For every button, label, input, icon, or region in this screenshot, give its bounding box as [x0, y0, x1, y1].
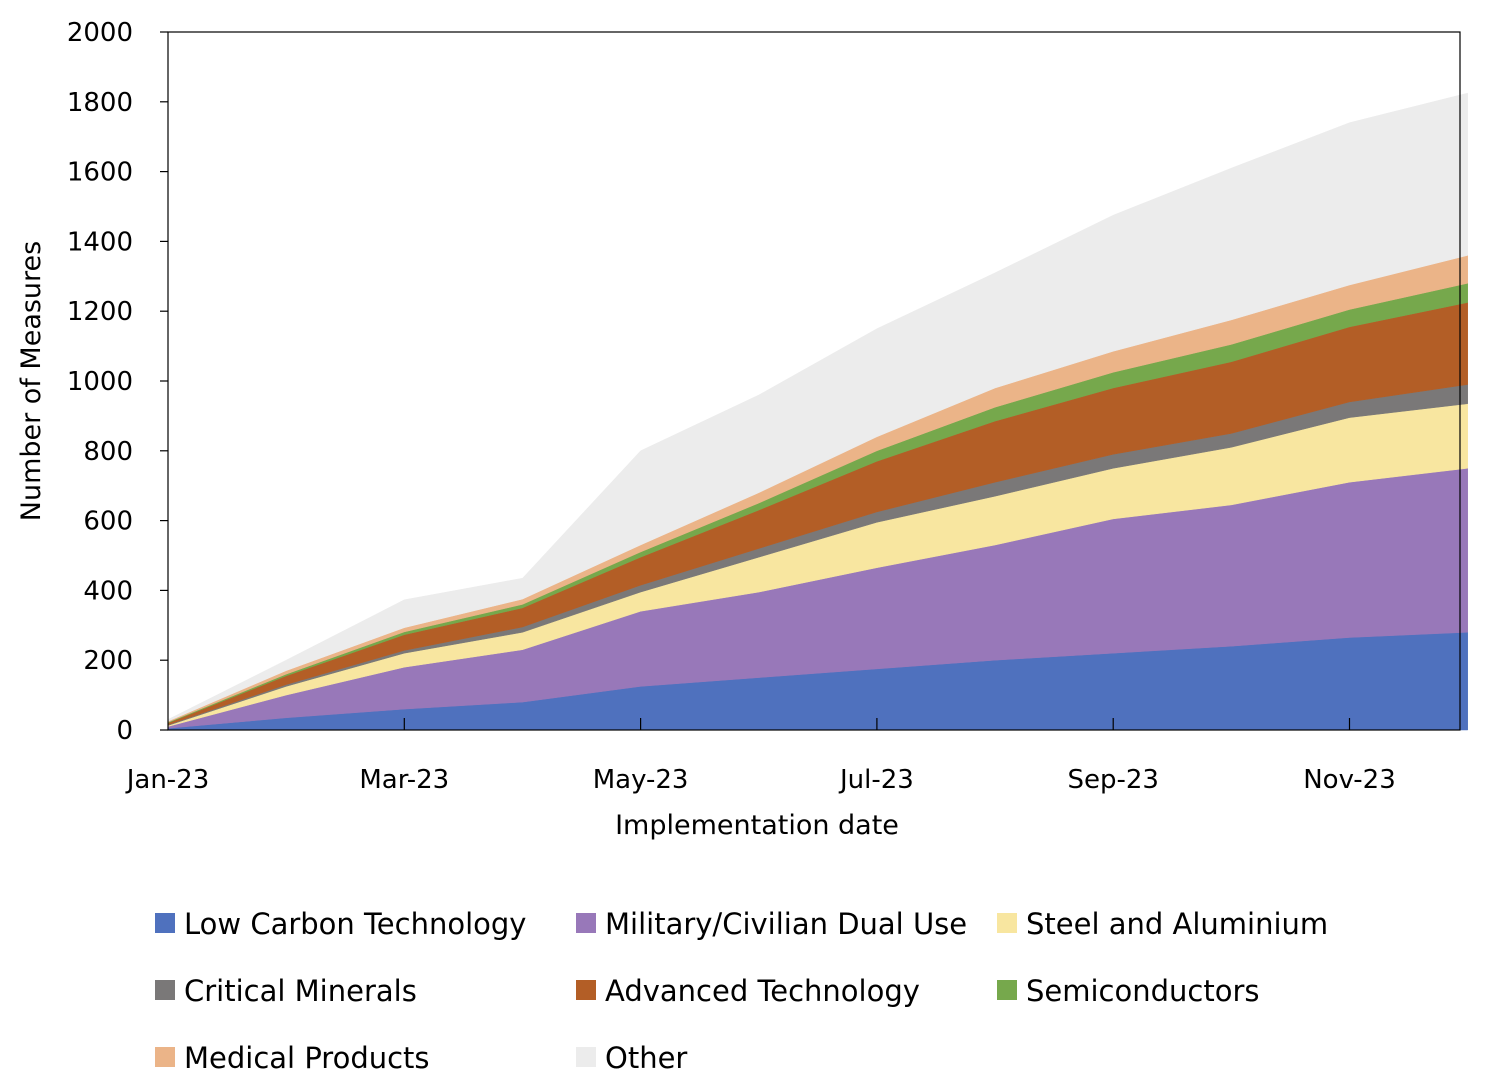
y-tick-label: 1000 — [67, 367, 133, 397]
area-series-other — [167, 92, 1468, 722]
legend-swatch — [997, 913, 1017, 933]
legend-item: Medical Products — [155, 1041, 430, 1075]
legend-item: Critical Minerals — [155, 974, 417, 1008]
legend-label: Medical Products — [184, 1041, 430, 1075]
legend-swatch — [155, 913, 175, 933]
legend-item: Steel and Aluminium — [997, 907, 1328, 941]
y-tick-label: 800 — [83, 437, 133, 467]
legend-label: Military/Civilian Dual Use — [605, 907, 967, 941]
legend: Low Carbon Technology Military/Civilian D… — [155, 907, 1328, 1075]
x-axis-title: Implementation date — [615, 810, 899, 841]
y-tick-label: 400 — [83, 576, 133, 606]
x-tick-label: Jan-23 — [125, 765, 210, 795]
area-layer — [167, 92, 1468, 731]
y-tick-label: 1800 — [67, 88, 133, 118]
legend-label: Low Carbon Technology — [184, 907, 526, 941]
x-tick-label: May-23 — [593, 765, 689, 795]
y-tick-label: 2000 — [67, 18, 133, 48]
legend-swatch — [576, 913, 596, 933]
y-tick-label: 600 — [83, 507, 133, 537]
y-tick-label: 1400 — [67, 227, 133, 257]
y-tick-label: 1600 — [67, 158, 133, 188]
legend-item: Semiconductors — [997, 974, 1260, 1008]
x-tick-label: Nov-23 — [1303, 765, 1396, 795]
y-axis: 0 200 400 600 800 1000 1200 1400 1600 1800 2000 — [67, 18, 168, 746]
x-tick-label: Sep-23 — [1067, 765, 1158, 795]
legend-swatch — [576, 980, 596, 1000]
y-tick-label: 0 — [116, 716, 133, 746]
x-axis: Jan-23 Mar-23 May-23 Jul-23 Sep-23 Nov-23 — [125, 718, 1396, 795]
legend-label: Steel and Aluminium — [1026, 907, 1328, 941]
y-tick-label: 200 — [83, 646, 133, 676]
x-tick-label: Mar-23 — [359, 765, 449, 795]
legend-swatch — [155, 1047, 175, 1067]
legend-item: Military/Civilian Dual Use — [576, 907, 967, 941]
legend-label: Semiconductors — [1026, 974, 1260, 1008]
legend-item: Advanced Technology — [576, 974, 920, 1008]
legend-label: Advanced Technology — [605, 974, 920, 1008]
legend-label: Critical Minerals — [184, 974, 417, 1008]
x-tick-label: Jul-23 — [838, 765, 914, 795]
legend-item: Other — [576, 1041, 687, 1075]
legend-item: Low Carbon Technology — [155, 907, 526, 941]
legend-swatch — [576, 1047, 596, 1067]
legend-swatch — [155, 980, 175, 1000]
y-tick-label: 1200 — [67, 297, 133, 327]
legend-label: Other — [605, 1041, 687, 1075]
y-axis-title: Number of Measures — [16, 241, 47, 521]
legend-swatch — [997, 980, 1017, 1000]
